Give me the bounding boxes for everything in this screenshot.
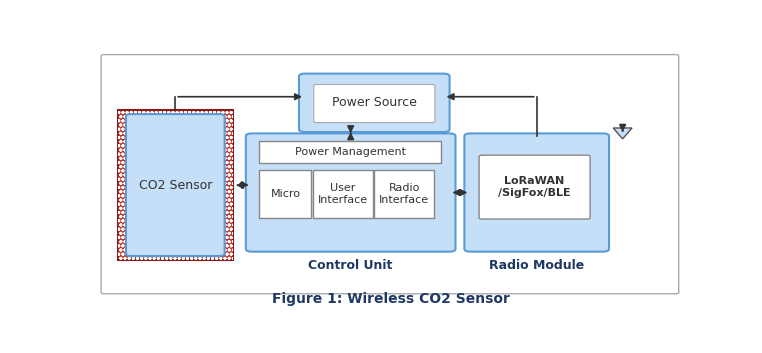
FancyBboxPatch shape <box>259 141 441 163</box>
FancyBboxPatch shape <box>479 155 590 219</box>
FancyBboxPatch shape <box>117 110 233 260</box>
FancyBboxPatch shape <box>374 170 434 218</box>
Text: CO2 Sensor: CO2 Sensor <box>139 179 212 192</box>
FancyBboxPatch shape <box>126 114 225 256</box>
FancyBboxPatch shape <box>299 74 450 132</box>
Text: User
Interface: User Interface <box>318 183 368 205</box>
FancyBboxPatch shape <box>312 170 373 218</box>
Text: Micro: Micro <box>271 189 300 199</box>
Text: Radio
Interface: Radio Interface <box>379 183 429 205</box>
Polygon shape <box>613 128 632 139</box>
FancyBboxPatch shape <box>314 84 435 122</box>
Text: LoRaWAN
/SigFox/BLE: LoRaWAN /SigFox/BLE <box>498 176 571 198</box>
Text: Radio Module: Radio Module <box>489 259 584 272</box>
Text: Power Source: Power Source <box>331 96 417 109</box>
Text: Power Management: Power Management <box>295 147 406 157</box>
FancyBboxPatch shape <box>101 55 679 294</box>
FancyBboxPatch shape <box>464 133 609 252</box>
FancyBboxPatch shape <box>259 170 312 218</box>
Text: Control Unit: Control Unit <box>309 259 393 272</box>
Text: Figure 1: Wireless CO2 Sensor: Figure 1: Wireless CO2 Sensor <box>271 292 510 306</box>
FancyBboxPatch shape <box>246 133 456 252</box>
